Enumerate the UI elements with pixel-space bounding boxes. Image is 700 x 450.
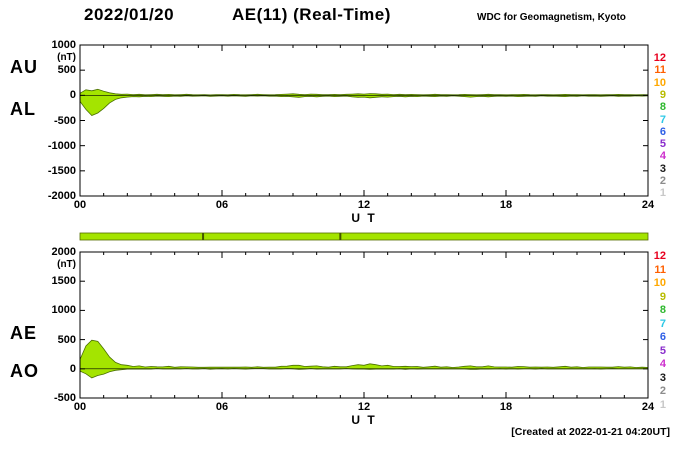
- station-number: 9: [659, 290, 666, 303]
- xtick-label: 06: [215, 199, 229, 211]
- label-al: AL: [10, 99, 36, 119]
- station-number: 8: [659, 101, 666, 114]
- label-au: AU: [10, 57, 38, 77]
- plot-date: 2022/01/20: [84, 5, 175, 24]
- station-number: 10: [653, 76, 666, 89]
- x-axis-label: U T: [351, 413, 377, 427]
- label-ae: AE: [10, 323, 38, 343]
- aeao-trace: [79, 339, 649, 379]
- data-source: WDC for Geomagnetism, Kyoto: [477, 12, 626, 23]
- station-number: 5: [659, 138, 666, 151]
- ytick-label: 2000: [51, 246, 76, 258]
- station-number: 12: [653, 52, 666, 64]
- station-number: 11: [654, 263, 666, 276]
- station-number: 4: [659, 150, 666, 163]
- ytick-label: 1500: [51, 275, 76, 288]
- station-number: 10: [653, 277, 666, 289]
- created-timestamp: [Created at 2022-01-21 04:20UT]: [511, 426, 670, 438]
- ytick-label: -1000: [47, 139, 76, 152]
- station-number: 12: [653, 250, 666, 262]
- ytick-label: -2000: [47, 190, 76, 202]
- ytick-label: 0: [69, 362, 76, 375]
- station-number: 1: [659, 398, 666, 411]
- xtick-label: 18: [499, 401, 513, 413]
- xtick-label: 24: [641, 401, 655, 413]
- ytick-label: -1500: [47, 164, 76, 177]
- xtick-label: 18: [499, 199, 513, 211]
- coverage-bar: [79, 232, 649, 241]
- x-axis-label: U T: [351, 211, 377, 225]
- plot-title: AE(11) (Real-Time): [232, 5, 391, 24]
- ytick-label: 1000: [51, 39, 76, 51]
- station-number: 4: [659, 358, 666, 370]
- label-ao: AO: [10, 361, 39, 381]
- ytick-label: -500: [53, 114, 76, 127]
- ytick-label: 500: [57, 64, 76, 77]
- xtick-label: 24: [641, 199, 655, 211]
- station-number: 9: [659, 88, 666, 101]
- station-number: 6: [659, 331, 666, 343]
- station-number: 5: [659, 344, 666, 357]
- y-unit-label: (nT): [57, 52, 76, 63]
- station-number: 3: [659, 162, 666, 175]
- ytick-label: -500: [53, 392, 76, 404]
- station-number: 6: [659, 125, 666, 138]
- aual-trace: [79, 88, 649, 116]
- station-number: 7: [659, 113, 666, 126]
- xtick-label: 06: [215, 401, 229, 413]
- station-number: 7: [659, 317, 666, 330]
- station-number: 3: [659, 371, 666, 384]
- station-number: 1: [659, 187, 666, 200]
- aeao-frame: [79, 251, 649, 399]
- xtick-label: 12: [357, 401, 371, 413]
- xtick-label: 12: [357, 199, 371, 211]
- xtick-label: 00: [73, 401, 87, 413]
- ytick-label: 500: [57, 333, 76, 346]
- y-unit-label: (nT): [57, 259, 76, 270]
- station-number: 8: [659, 304, 666, 316]
- aual-frame: [79, 44, 649, 197]
- ytick-label: 1000: [51, 304, 76, 317]
- xtick-label: 00: [73, 199, 87, 211]
- ytick-label: 0: [69, 89, 76, 102]
- station-number: 2: [659, 175, 666, 187]
- station-number: 2: [659, 385, 666, 397]
- station-number: 11: [654, 64, 666, 77]
